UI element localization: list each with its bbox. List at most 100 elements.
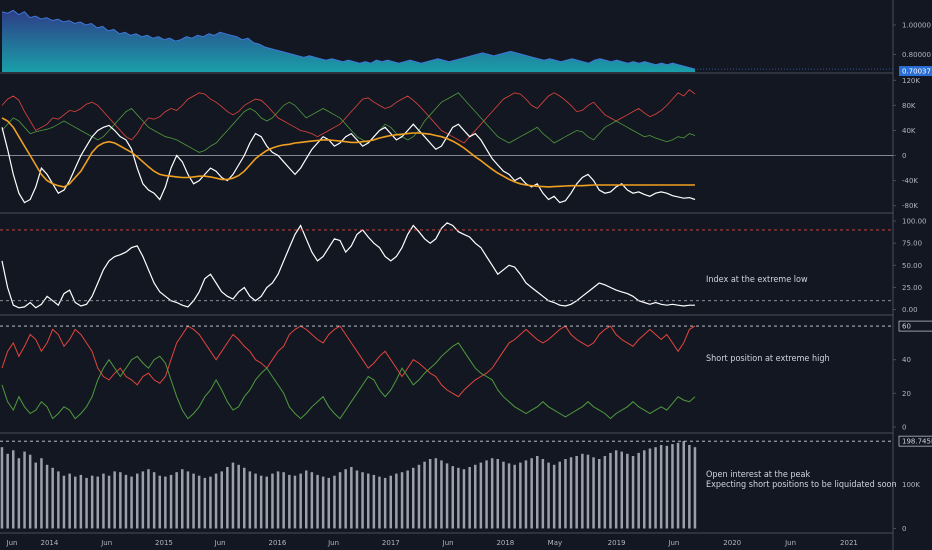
oi-bar bbox=[631, 456, 635, 529]
oi-bar bbox=[361, 472, 364, 529]
oi-bar bbox=[440, 460, 443, 529]
y-tick-label: 25.00 bbox=[902, 284, 922, 292]
oi-bar bbox=[0, 447, 4, 529]
y-tick-label: 0 bbox=[902, 525, 906, 533]
x-tick-label: Jun bbox=[214, 539, 226, 547]
oi-bar bbox=[676, 442, 680, 529]
oi-bar bbox=[220, 471, 224, 529]
oi-bar bbox=[468, 467, 471, 529]
oi-bar bbox=[164, 476, 167, 529]
x-tick-label: 2015 bbox=[155, 539, 173, 547]
x-tick-label: 2021 bbox=[840, 539, 858, 547]
oi-bar bbox=[507, 463, 511, 529]
series-white-line bbox=[1, 123, 696, 204]
oi-bar bbox=[626, 453, 629, 529]
oi-bar bbox=[428, 459, 432, 529]
oi-bar bbox=[586, 454, 590, 529]
oi-bar bbox=[169, 474, 173, 529]
oi-bar bbox=[321, 476, 325, 529]
oi-bar bbox=[451, 466, 455, 529]
oi-bar bbox=[558, 461, 562, 529]
x-tick-label: 2014 bbox=[41, 539, 59, 547]
oi-bar bbox=[355, 470, 359, 529]
oi-bar bbox=[592, 457, 595, 529]
oi-bar bbox=[338, 472, 342, 529]
oi-bar bbox=[513, 464, 516, 529]
annotation-oi-2: Expecting short positions to be liquidat… bbox=[706, 480, 897, 490]
x-tick-label: Jun bbox=[327, 539, 339, 547]
oi-bar bbox=[519, 462, 522, 529]
oi-bar bbox=[372, 474, 376, 529]
panel-price bbox=[1, 9, 696, 73]
badge-label: 60 bbox=[902, 323, 911, 331]
oi-bar bbox=[271, 473, 274, 529]
series-red-line bbox=[1, 325, 696, 398]
panel-open_interest bbox=[0, 441, 697, 529]
panel-short_long_ratio bbox=[1, 325, 696, 420]
x-tick-label: May bbox=[548, 539, 562, 547]
price-area bbox=[2, 10, 695, 73]
oi-bar bbox=[564, 459, 567, 529]
oi-bar bbox=[400, 472, 404, 529]
oi-bar bbox=[248, 471, 252, 529]
y-tick-label: 50.00 bbox=[902, 262, 922, 270]
oi-bar bbox=[85, 477, 88, 529]
oi-bar bbox=[34, 462, 38, 529]
oi-bar bbox=[581, 453, 584, 529]
series-orange-line bbox=[1, 117, 695, 188]
index-line bbox=[1, 222, 695, 309]
y-tick-label: 75.00 bbox=[902, 240, 922, 248]
oi-bar bbox=[530, 458, 533, 529]
oi-bar bbox=[186, 471, 190, 529]
oi-bar bbox=[288, 474, 291, 529]
y-tick-label: 80K bbox=[902, 102, 916, 110]
oi-bar bbox=[620, 451, 624, 529]
oi-bar bbox=[6, 453, 9, 529]
badge-box bbox=[898, 320, 932, 332]
badge-label: 198.745K bbox=[902, 438, 932, 446]
oi-bar bbox=[299, 473, 302, 529]
oi-bar bbox=[107, 475, 111, 529]
panel-index bbox=[1, 222, 695, 309]
value-badge: 198.745K bbox=[898, 435, 932, 447]
oi-bar bbox=[226, 467, 229, 529]
oi-bar bbox=[395, 473, 398, 529]
annotation-index: Index at the extreme low bbox=[706, 275, 808, 285]
oi-bar bbox=[243, 467, 246, 529]
badge-box bbox=[898, 435, 932, 447]
oi-bar bbox=[51, 467, 54, 529]
x-tick-label: Jun bbox=[6, 539, 18, 547]
y-tick-label: 120K bbox=[902, 77, 920, 85]
oi-bar bbox=[214, 473, 218, 529]
oi-bar bbox=[671, 444, 674, 529]
oi-bar bbox=[603, 456, 607, 529]
oi-bar bbox=[412, 467, 415, 529]
y-tick-label: 100.00 bbox=[902, 218, 927, 226]
oi-bar bbox=[659, 445, 663, 529]
oi-bar bbox=[254, 473, 257, 529]
oi-bar bbox=[333, 475, 336, 529]
oi-bar bbox=[209, 476, 212, 529]
oi-bar bbox=[237, 464, 240, 529]
oi-bar bbox=[96, 476, 100, 529]
y-tick-label: 1.00000 bbox=[902, 21, 931, 29]
oi-bar bbox=[265, 476, 269, 529]
oi-bar bbox=[310, 472, 314, 529]
oi-bar bbox=[434, 458, 438, 529]
y-tick-label: 0 bbox=[902, 152, 906, 160]
oi-bar bbox=[203, 477, 207, 529]
x-tick-label: Jun bbox=[100, 539, 112, 547]
oi-bar bbox=[130, 476, 133, 529]
oi-bar bbox=[637, 452, 640, 529]
oi-bar bbox=[147, 469, 150, 529]
oi-bar bbox=[119, 472, 122, 529]
y-tick-label: 0.00 bbox=[902, 306, 918, 314]
oi-bar bbox=[276, 471, 280, 529]
y-tick-label: -40K bbox=[902, 177, 918, 185]
oi-bar bbox=[665, 445, 669, 529]
oi-bar bbox=[609, 452, 612, 529]
panel-net_positions bbox=[0, 89, 893, 204]
oi-bar bbox=[113, 471, 116, 529]
